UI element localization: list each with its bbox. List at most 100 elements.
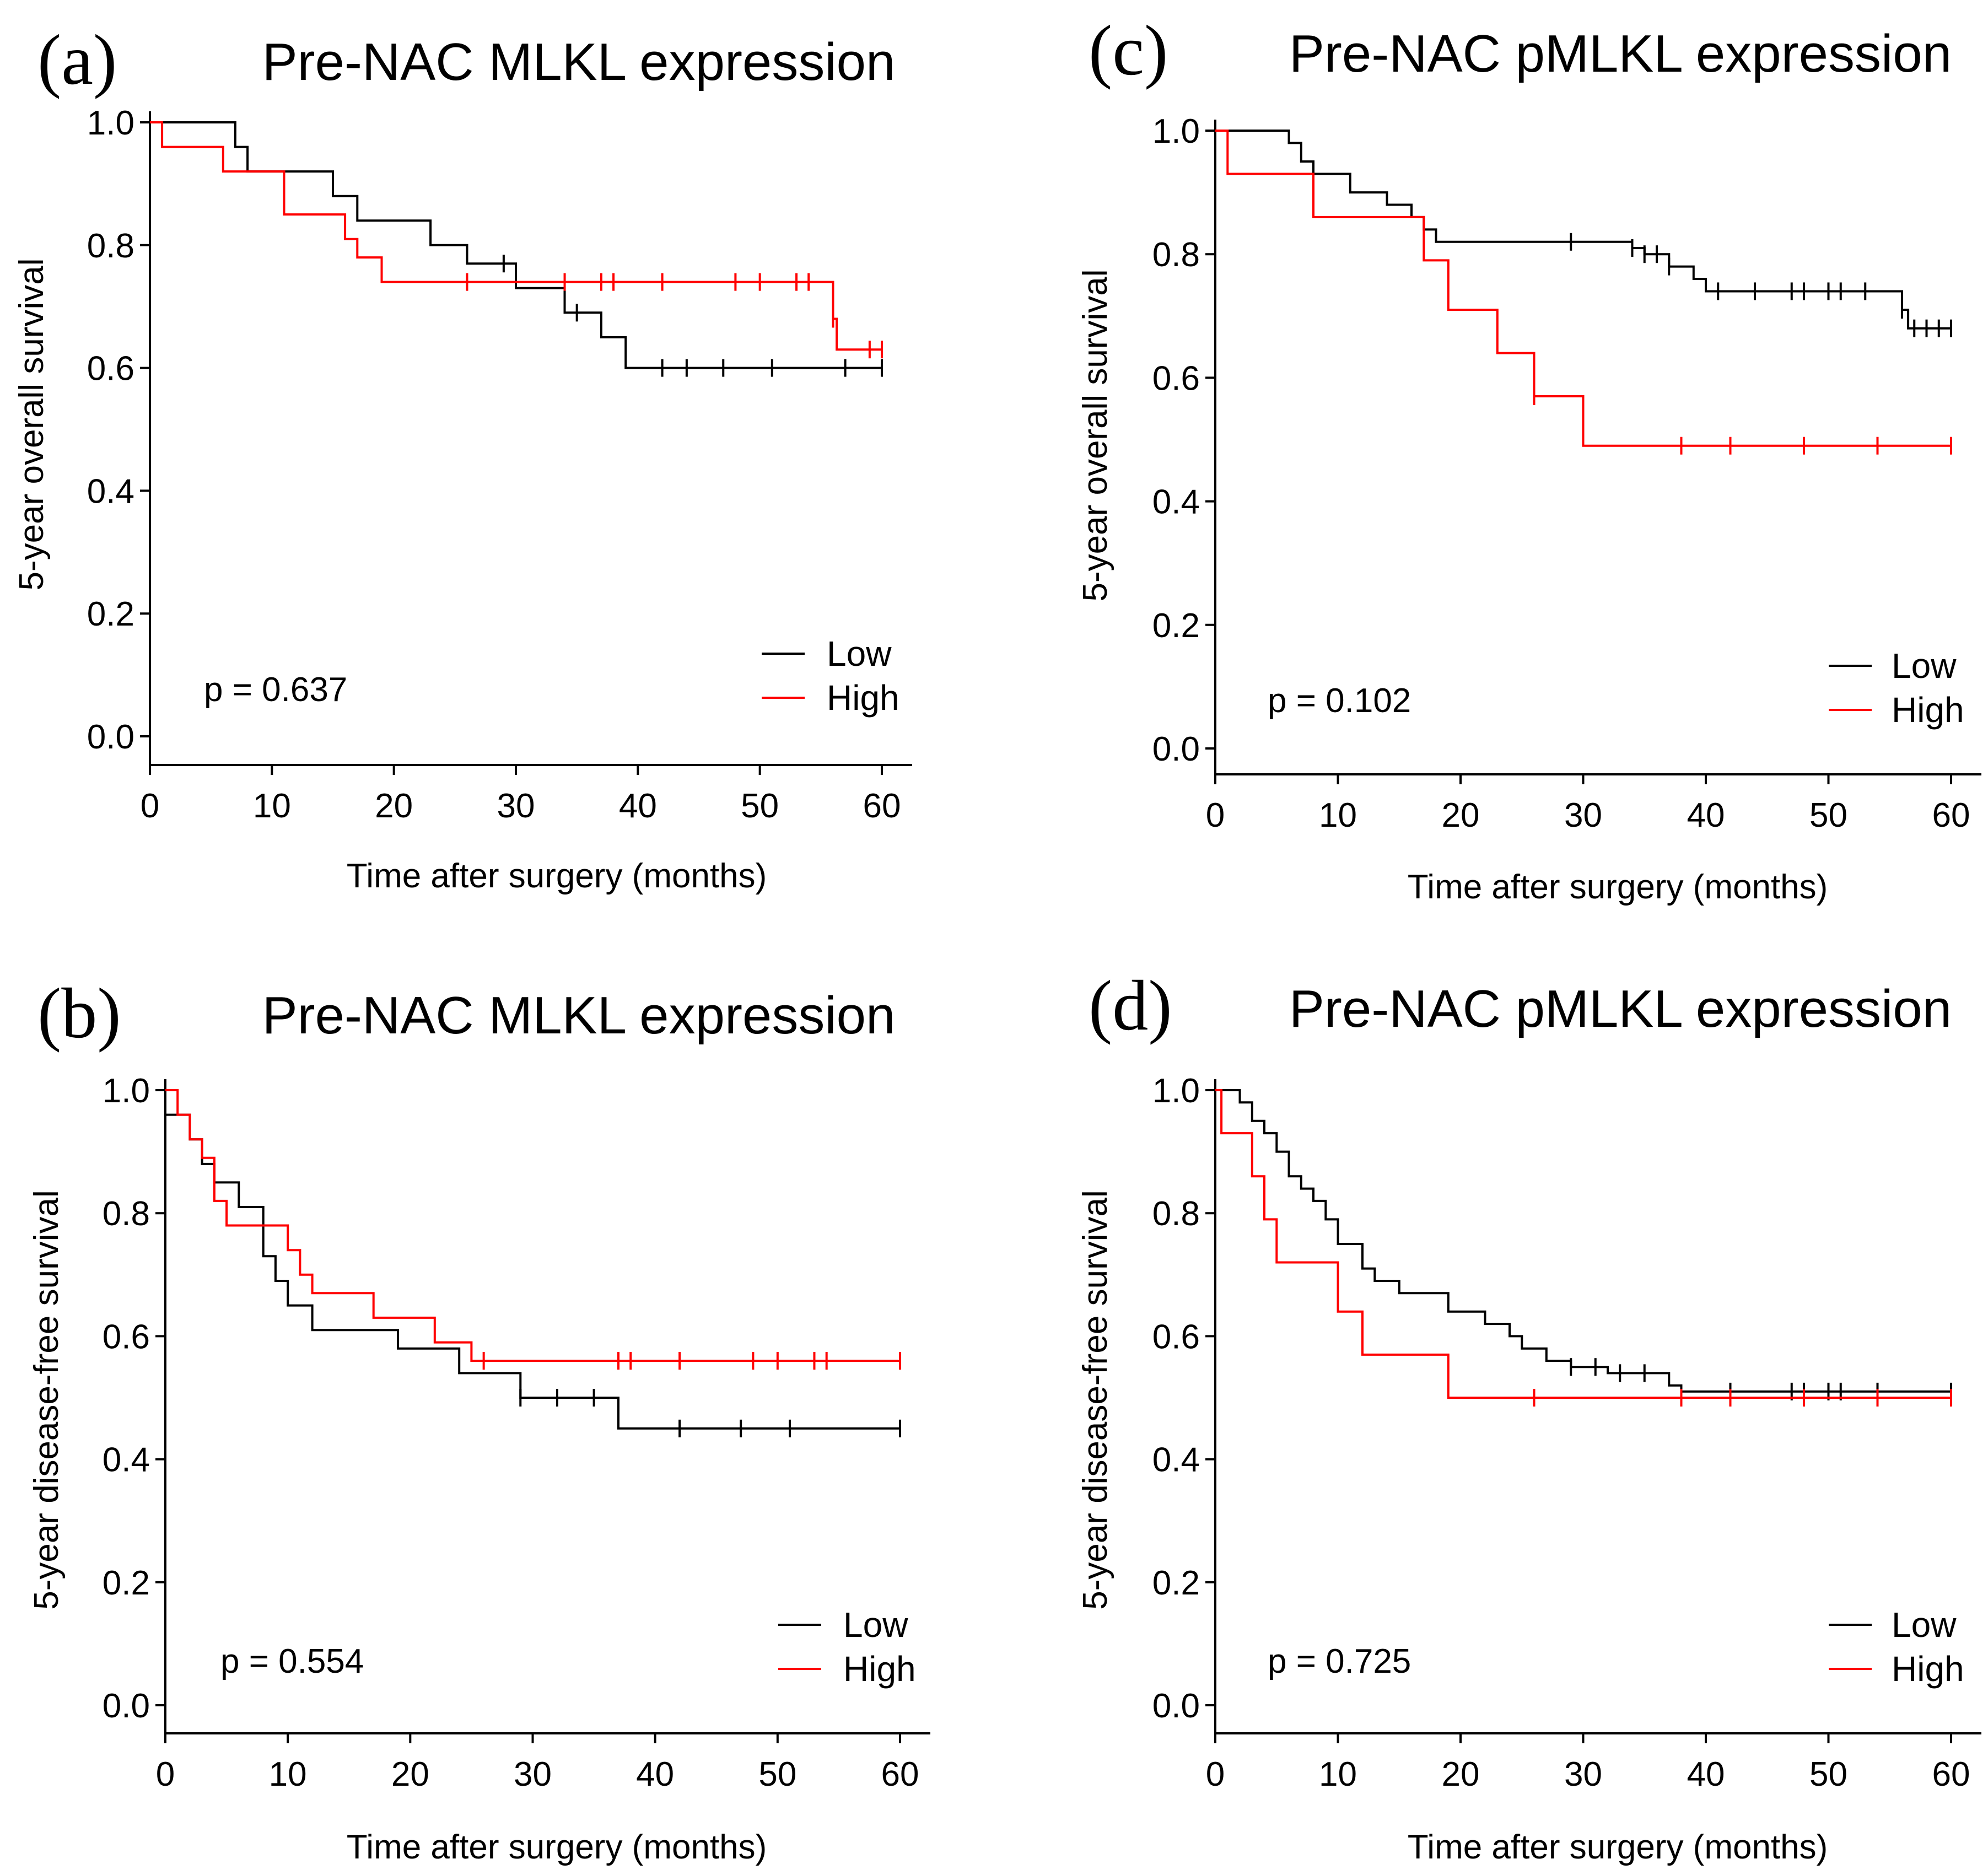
panel-c-y-tick-label: 0.2 (1152, 607, 1200, 645)
panel-d-y-tick-label: 0.8 (1152, 1195, 1200, 1233)
panel-b: (b) Pre-NAC MLKL expression Time after s… (28, 974, 930, 1866)
panel-a-series-high (150, 121, 883, 359)
panel-c-y-tick-label: 0.4 (1152, 483, 1200, 521)
panel-d-x-tick-label: 20 (1442, 1755, 1480, 1793)
panel-c-y-tick-label: 0.0 (1152, 730, 1200, 768)
panel-c-pvalue: p = 0.102 (1268, 682, 1411, 720)
panel-d-legend: Low High (1829, 1605, 1964, 1689)
panel-a-series-low (150, 121, 883, 377)
panel-d-title: Pre-NAC pMLKL expression (1289, 979, 1952, 1038)
panel-c-y-tick-label: 0.6 (1152, 359, 1200, 397)
panel-b-y-tick-label: 0.8 (103, 1195, 150, 1233)
panel-a-title: Pre-NAC MLKL expression (262, 33, 896, 91)
panel-c-letter: (c) (1089, 11, 1168, 90)
panel-a-letter: (a) (37, 20, 117, 100)
panel-a-pvalue: p = 0.637 (204, 671, 347, 709)
panel-a-x-tick-label: 20 (375, 787, 413, 825)
panel-a-axes: 0 10 20 30 40 50 60 0.0 0.2 0.4 0.6 0.8 1.0 (87, 104, 912, 825)
panel-c-series-low (1215, 130, 1952, 337)
panel-a-curve-high (150, 121, 882, 351)
panel-d-x-tick-label: 0 (1206, 1755, 1225, 1793)
panel-d-y-tick-label: 0.0 (1152, 1687, 1200, 1725)
panel-b-letter: (b) (37, 974, 121, 1053)
panel-b-y-tick-label: 0.4 (103, 1441, 150, 1479)
panel-b-y-tick-label: 0.6 (103, 1318, 150, 1356)
panel-c-legend: Low High (1829, 646, 1964, 730)
panel-a-y-tick-label: 0.4 (87, 472, 134, 510)
panel-a-curve-low (150, 121, 882, 369)
panel-a-legend-low-label: Low (827, 634, 892, 674)
panel-b-curve-high (165, 1089, 900, 1362)
panel-b-y-tick-label: 0.0 (103, 1687, 150, 1725)
panel-c-y-tick-label: 0.8 (1152, 236, 1200, 274)
panel-b-x-tick-label: 50 (758, 1755, 796, 1793)
panel-c-x-tick-label: 30 (1564, 796, 1602, 834)
panel-d-axes: 0 10 20 30 40 50 60 0.0 0.2 0.4 0.6 0.8 1.0 (1152, 1072, 1981, 1793)
panel-b-ylabel: 5-year disease-free survival (28, 1190, 66, 1610)
panel-c-x-tick-label: 40 (1687, 796, 1725, 834)
panel-b-x-tick-label: 20 (391, 1755, 429, 1793)
panel-a-y-tick-label: 0.2 (87, 595, 134, 633)
panel-a-y-tick-label: 0.0 (87, 718, 134, 756)
panel-c: (c) Pre-NAC pMLKL expression Time after … (1076, 11, 1981, 906)
panel-b-pvalue: p = 0.554 (220, 1642, 364, 1680)
panel-a-x-tick-label: 30 (497, 787, 535, 825)
panel-d-x-tick-label: 10 (1319, 1755, 1357, 1793)
panel-d-x-tick-label: 60 (1932, 1755, 1970, 1793)
panel-c-ylabel: 5-year overall survival (1076, 270, 1114, 602)
panel-a-x-tick-label: 0 (141, 787, 159, 825)
panel-d-x-tick-label: 50 (1809, 1755, 1847, 1793)
panel-a: (a) Pre-NAC MLKL expression Time after s… (13, 20, 912, 895)
panel-c-curve-low (1215, 130, 1951, 330)
panel-b-axes: 0 10 20 30 40 50 60 0.0 0.2 0.4 0.6 0.8 1.0 (103, 1072, 930, 1793)
panel-b-curve-low (165, 1113, 900, 1430)
panel-d-y-tick-label: 0.2 (1152, 1564, 1200, 1602)
panel-c-x-tick-label: 0 (1206, 796, 1225, 834)
panel-c-title: Pre-NAC pMLKL expression (1289, 24, 1952, 83)
panel-a-x-tick-label: 60 (863, 787, 901, 825)
panel-b-x-tick-label: 40 (636, 1755, 674, 1793)
panel-a-ylabel: 5-year overall survival (13, 258, 51, 591)
panel-b-legend: Low High (778, 1605, 916, 1689)
panel-d-y-tick-label: 0.4 (1152, 1441, 1200, 1479)
panel-d-legend-low-label: Low (1892, 1605, 1957, 1645)
panel-b-x-tick-label: 60 (881, 1755, 919, 1793)
panel-c-curve-high (1215, 130, 1951, 447)
panel-a-xlabel: Time after surgery (months) (347, 857, 767, 895)
panel-c-xlabel: Time after surgery (months) (1408, 868, 1828, 906)
panel-d-curve-high (1215, 1089, 1951, 1399)
panel-a-legend-high-label: High (827, 678, 899, 718)
panel-d-ylabel: 5-year disease-free survival (1076, 1190, 1114, 1610)
panel-b-xlabel: Time after surgery (months) (347, 1828, 767, 1866)
panel-a-legend: Low High (762, 634, 899, 718)
panel-d-letter: (d) (1089, 966, 1172, 1046)
panel-b-y-tick-label: 0.2 (103, 1564, 150, 1602)
panel-d-series-high (1215, 1089, 1952, 1407)
panel-b-x-tick-label: 10 (269, 1755, 307, 1793)
panel-d: (d) Pre-NAC pMLKL expression Time after … (1076, 966, 1981, 1866)
panel-c-y-tick-label: 1.0 (1152, 112, 1200, 150)
panel-d-x-tick-label: 30 (1564, 1755, 1602, 1793)
panel-b-legend-low-label: Low (843, 1605, 908, 1645)
panel-b-y-tick-label: 1.0 (103, 1072, 150, 1110)
panel-b-legend-high-label: High (843, 1649, 916, 1689)
panel-a-x-tick-label: 50 (741, 787, 779, 825)
panel-a-x-tick-label: 40 (619, 787, 657, 825)
panel-b-title: Pre-NAC MLKL expression (262, 986, 896, 1045)
panel-a-y-tick-label: 0.8 (87, 227, 134, 265)
panel-d-xlabel: Time after surgery (months) (1408, 1828, 1828, 1866)
panel-d-pvalue: p = 0.725 (1268, 1642, 1411, 1680)
panel-c-axes: 0 10 20 30 40 50 60 0.0 0.2 0.4 0.6 0.8 1.0 (1152, 112, 1981, 834)
panel-d-legend-high-label: High (1892, 1649, 1964, 1689)
panel-d-y-tick-label: 1.0 (1152, 1072, 1200, 1110)
panel-d-x-tick-label: 40 (1687, 1755, 1725, 1793)
panel-b-x-tick-label: 30 (514, 1755, 552, 1793)
panel-c-x-tick-label: 20 (1442, 796, 1480, 834)
panel-c-legend-low-label: Low (1892, 646, 1957, 686)
panel-a-y-tick-label: 1.0 (87, 104, 134, 142)
panel-d-y-tick-label: 0.6 (1152, 1318, 1200, 1356)
panel-c-x-tick-label: 60 (1932, 796, 1970, 834)
panel-b-x-tick-label: 0 (156, 1755, 175, 1793)
panel-c-x-tick-label: 10 (1319, 796, 1357, 834)
